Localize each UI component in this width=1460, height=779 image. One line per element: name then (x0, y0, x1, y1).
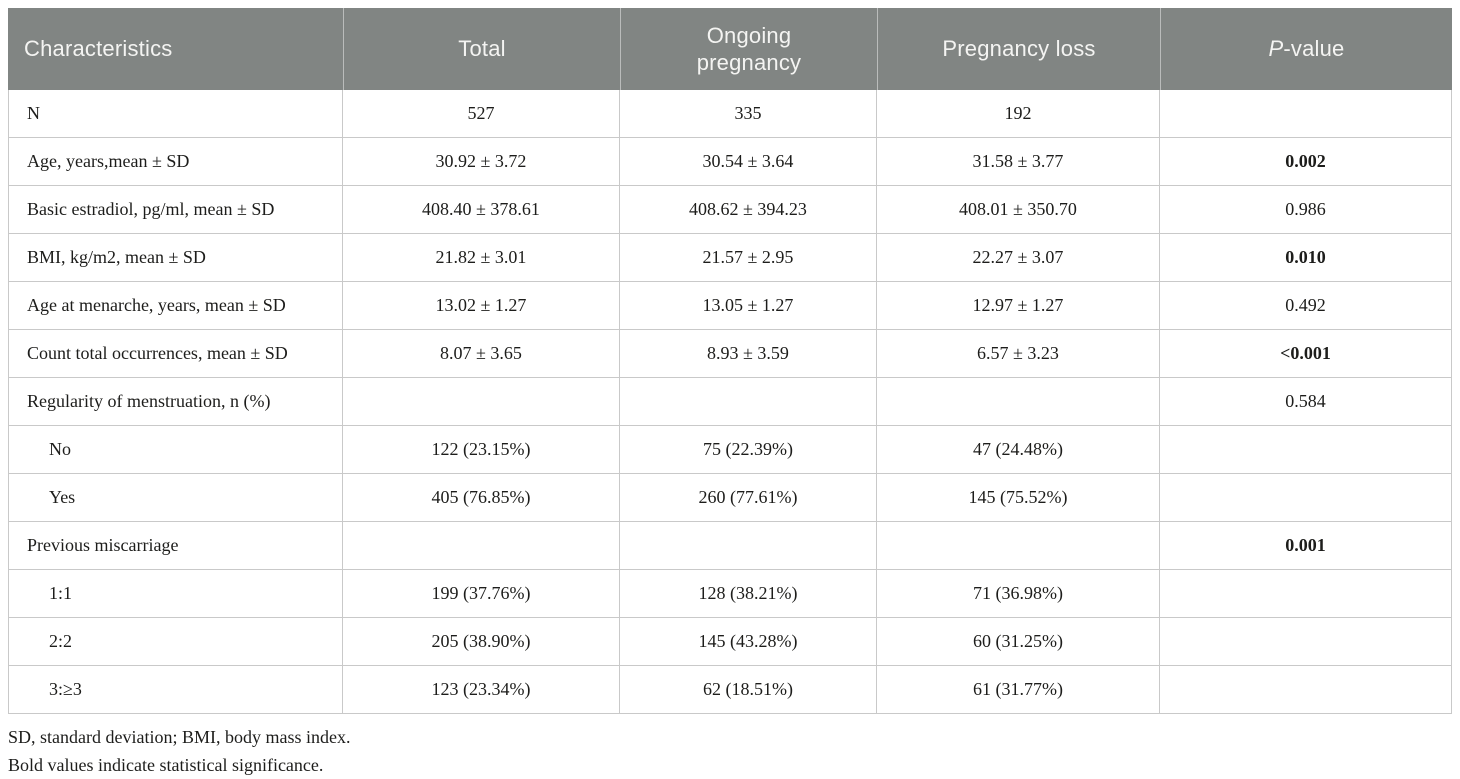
row-label-cell: Count total occurrences, mean ± SD (8, 330, 343, 378)
row-label-cell: 2:2 (8, 618, 343, 666)
pregnancy-loss-value-cell: 47 (24.48%) (877, 426, 1160, 474)
row-label-cell: Age at menarche, years, mean ± SD (8, 282, 343, 330)
table-row: Age at menarche, years, mean ± SD 13.02 … (8, 282, 1452, 330)
ongoing-pregnancy-value-cell: 75 (22.39%) (620, 426, 877, 474)
pregnancy-loss-value-cell: 6.57 ± 3.23 (877, 330, 1160, 378)
ongoing-pregnancy-value-cell: 62 (18.51%) (620, 666, 877, 714)
p-value-suffix: -value (1283, 36, 1345, 61)
p-value-cell: 0.001 (1160, 522, 1452, 570)
row-label-cell: N (8, 90, 343, 138)
p-value-cell: <0.001 (1160, 330, 1452, 378)
total-value-cell: 205 (38.90%) (343, 618, 620, 666)
pregnancy-loss-value-cell: 408.01 ± 350.70 (877, 186, 1160, 234)
p-value-cell (1160, 570, 1452, 618)
p-value-cell (1160, 666, 1452, 714)
pregnancy-loss-value-cell: 71 (36.98%) (877, 570, 1160, 618)
total-value-cell: 527 (343, 90, 620, 138)
total-value-cell (343, 378, 620, 426)
row-label-cell: Basic estradiol, pg/ml, mean ± SD (8, 186, 343, 234)
total-value-cell: 8.07 ± 3.65 (343, 330, 620, 378)
characteristics-table: Characteristics Total Ongoing pregnancy … (8, 8, 1452, 714)
table-header: Characteristics Total Ongoing pregnancy … (8, 8, 1452, 90)
row-label-cell: Yes (8, 474, 343, 522)
total-value-cell: 30.92 ± 3.72 (343, 138, 620, 186)
ongoing-pregnancy-value-cell: 30.54 ± 3.64 (620, 138, 877, 186)
pregnancy-loss-value-cell: 22.27 ± 3.07 (877, 234, 1160, 282)
p-value-cell: 0.584 (1160, 378, 1452, 426)
p-value-cell (1160, 426, 1452, 474)
header-cell-characteristics: Characteristics (8, 8, 343, 90)
footnote-abbreviations: SD, standard deviation; BMI, body mass i… (8, 727, 351, 747)
ongoing-pregnancy-value-cell: 13.05 ± 1.27 (620, 282, 877, 330)
total-value-cell: 199 (37.76%) (343, 570, 620, 618)
p-value-cell: 0.010 (1160, 234, 1452, 282)
table-row: 1:1 199 (37.76%) 128 (38.21%) 71 (36.98%… (8, 570, 1452, 618)
ongoing-pregnancy-value-cell: 408.62 ± 394.23 (620, 186, 877, 234)
total-value-cell: 123 (23.34%) (343, 666, 620, 714)
total-value-cell: 408.40 ± 378.61 (343, 186, 620, 234)
row-label-cell: Age, years,mean ± SD (8, 138, 343, 186)
row-label-cell: Previous miscarriage (8, 522, 343, 570)
pregnancy-loss-value-cell: 61 (31.77%) (877, 666, 1160, 714)
total-value-cell (343, 522, 620, 570)
row-label-cell: 3:≥3 (8, 666, 343, 714)
footnote-bold-significance: Bold values indicate statistical signifi… (8, 755, 324, 775)
header-cell-ongoing-pregnancy: Ongoing pregnancy (620, 8, 877, 90)
p-value-italic-p: P (1268, 36, 1284, 61)
table-header-row: Characteristics Total Ongoing pregnancy … (8, 8, 1452, 90)
total-value-cell: 13.02 ± 1.27 (343, 282, 620, 330)
table-row: 3:≥3 123 (23.34%) 62 (18.51%) 61 (31.77%… (8, 666, 1452, 714)
p-value-cell: 0.492 (1160, 282, 1452, 330)
pregnancy-loss-value-cell (877, 522, 1160, 570)
total-value-cell: 21.82 ± 3.01 (343, 234, 620, 282)
ongoing-pregnancy-value-cell: 21.57 ± 2.95 (620, 234, 877, 282)
pregnancy-loss-value-cell: 145 (75.52%) (877, 474, 1160, 522)
table-row: No 122 (23.15%) 75 (22.39%) 47 (24.48%) (8, 426, 1452, 474)
row-label-cell: BMI, kg/m2, mean ± SD (8, 234, 343, 282)
pregnancy-loss-value-cell: 192 (877, 90, 1160, 138)
table-row: N 527 335 192 (8, 90, 1452, 138)
ongoing-pregnancy-value-cell: 8.93 ± 3.59 (620, 330, 877, 378)
total-value-cell: 122 (23.15%) (343, 426, 620, 474)
p-value-cell: 0.986 (1160, 186, 1452, 234)
header-cell-total: Total (343, 8, 620, 90)
ongoing-pregnancy-label: Ongoing pregnancy (696, 22, 802, 76)
ongoing-pregnancy-value-cell (620, 522, 877, 570)
pregnancy-loss-value-cell: 31.58 ± 3.77 (877, 138, 1160, 186)
p-value-cell (1160, 90, 1452, 138)
ongoing-pregnancy-value-cell: 128 (38.21%) (620, 570, 877, 618)
table-row: BMI, kg/m2, mean ± SD 21.82 ± 3.01 21.57… (8, 234, 1452, 282)
table-row: Regularity of menstruation, n (%) 0.584 (8, 378, 1452, 426)
ongoing-pregnancy-value-cell: 145 (43.28%) (620, 618, 877, 666)
row-label-cell: No (8, 426, 343, 474)
table-row: Basic estradiol, pg/ml, mean ± SD 408.40… (8, 186, 1452, 234)
p-value-cell: 0.002 (1160, 138, 1452, 186)
table-body: N 527 335 192 Age, years,mean ± SD 30.92… (8, 90, 1452, 714)
row-label-cell: 1:1 (8, 570, 343, 618)
pregnancy-loss-value-cell: 12.97 ± 1.27 (877, 282, 1160, 330)
header-cell-p-value: P-value (1160, 8, 1452, 90)
table-footnotes: SD, standard deviation; BMI, body mass i… (8, 723, 1452, 779)
pregnancy-loss-value-cell: 60 (31.25%) (877, 618, 1160, 666)
ongoing-pregnancy-value-cell (620, 378, 877, 426)
table-row: 2:2 205 (38.90%) 145 (43.28%) 60 (31.25%… (8, 618, 1452, 666)
table-row: Age, years,mean ± SD 30.92 ± 3.72 30.54 … (8, 138, 1452, 186)
table-row: Yes 405 (76.85%) 260 (77.61%) 145 (75.52… (8, 474, 1452, 522)
p-value-cell (1160, 474, 1452, 522)
table-row: Previous miscarriage 0.001 (8, 522, 1452, 570)
header-cell-pregnancy-loss: Pregnancy loss (877, 8, 1160, 90)
ongoing-pregnancy-value-cell: 335 (620, 90, 877, 138)
table-row: Count total occurrences, mean ± SD 8.07 … (8, 330, 1452, 378)
pregnancy-loss-value-cell (877, 378, 1160, 426)
total-value-cell: 405 (76.85%) (343, 474, 620, 522)
ongoing-pregnancy-value-cell: 260 (77.61%) (620, 474, 877, 522)
p-value-cell (1160, 618, 1452, 666)
row-label-cell: Regularity of menstruation, n (%) (8, 378, 343, 426)
